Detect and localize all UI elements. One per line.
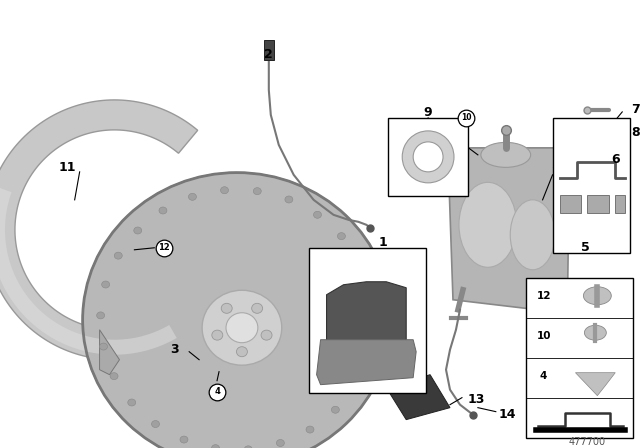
Ellipse shape: [134, 227, 141, 234]
Polygon shape: [448, 148, 570, 320]
Ellipse shape: [221, 303, 232, 313]
Text: 1: 1: [379, 236, 388, 249]
Ellipse shape: [584, 325, 606, 340]
FancyBboxPatch shape: [615, 195, 625, 213]
Text: 10: 10: [536, 331, 551, 341]
Ellipse shape: [226, 313, 258, 343]
Ellipse shape: [510, 200, 555, 270]
Text: 8: 8: [631, 126, 639, 139]
Polygon shape: [575, 373, 615, 396]
Ellipse shape: [332, 406, 339, 413]
Polygon shape: [317, 340, 416, 385]
Text: 12: 12: [158, 243, 170, 252]
Polygon shape: [387, 375, 450, 420]
Ellipse shape: [337, 233, 346, 240]
Text: 11: 11: [59, 161, 76, 174]
Ellipse shape: [306, 426, 314, 433]
Ellipse shape: [97, 312, 104, 319]
Ellipse shape: [211, 445, 220, 448]
Ellipse shape: [221, 187, 228, 194]
Text: 9: 9: [424, 107, 433, 120]
Ellipse shape: [314, 211, 321, 218]
Ellipse shape: [102, 281, 109, 288]
Ellipse shape: [212, 330, 223, 340]
Text: 5: 5: [581, 241, 590, 254]
Ellipse shape: [159, 207, 167, 214]
Text: 4: 4: [540, 370, 547, 381]
Ellipse shape: [285, 196, 293, 203]
Text: 12: 12: [536, 291, 551, 301]
Polygon shape: [0, 100, 198, 360]
Ellipse shape: [244, 446, 252, 448]
Ellipse shape: [99, 343, 108, 350]
Polygon shape: [0, 187, 177, 355]
FancyBboxPatch shape: [588, 195, 609, 213]
FancyBboxPatch shape: [264, 40, 274, 60]
FancyBboxPatch shape: [388, 118, 468, 196]
Ellipse shape: [351, 381, 359, 388]
Ellipse shape: [236, 347, 248, 357]
Ellipse shape: [276, 439, 284, 447]
Ellipse shape: [202, 290, 282, 365]
Ellipse shape: [180, 436, 188, 443]
Polygon shape: [326, 282, 406, 352]
Text: 2: 2: [264, 48, 273, 61]
Ellipse shape: [481, 142, 531, 168]
Text: 7: 7: [631, 103, 639, 116]
FancyBboxPatch shape: [308, 248, 426, 392]
Ellipse shape: [252, 303, 262, 313]
Ellipse shape: [115, 252, 122, 259]
Ellipse shape: [128, 399, 136, 406]
Text: 10: 10: [461, 113, 471, 122]
Ellipse shape: [253, 188, 261, 194]
Ellipse shape: [459, 182, 516, 267]
FancyBboxPatch shape: [559, 195, 581, 213]
Ellipse shape: [110, 373, 118, 379]
Text: 14: 14: [499, 408, 516, 421]
Ellipse shape: [188, 193, 196, 200]
Text: 4: 4: [214, 387, 220, 396]
Text: 6: 6: [611, 153, 620, 166]
Ellipse shape: [584, 287, 611, 305]
Text: 477700: 477700: [569, 437, 606, 447]
Text: 3: 3: [170, 343, 179, 356]
Ellipse shape: [261, 330, 272, 340]
FancyBboxPatch shape: [525, 278, 633, 438]
Ellipse shape: [83, 172, 391, 448]
Ellipse shape: [152, 421, 159, 427]
FancyBboxPatch shape: [552, 118, 630, 253]
Text: 13: 13: [467, 393, 484, 406]
Polygon shape: [100, 330, 120, 375]
